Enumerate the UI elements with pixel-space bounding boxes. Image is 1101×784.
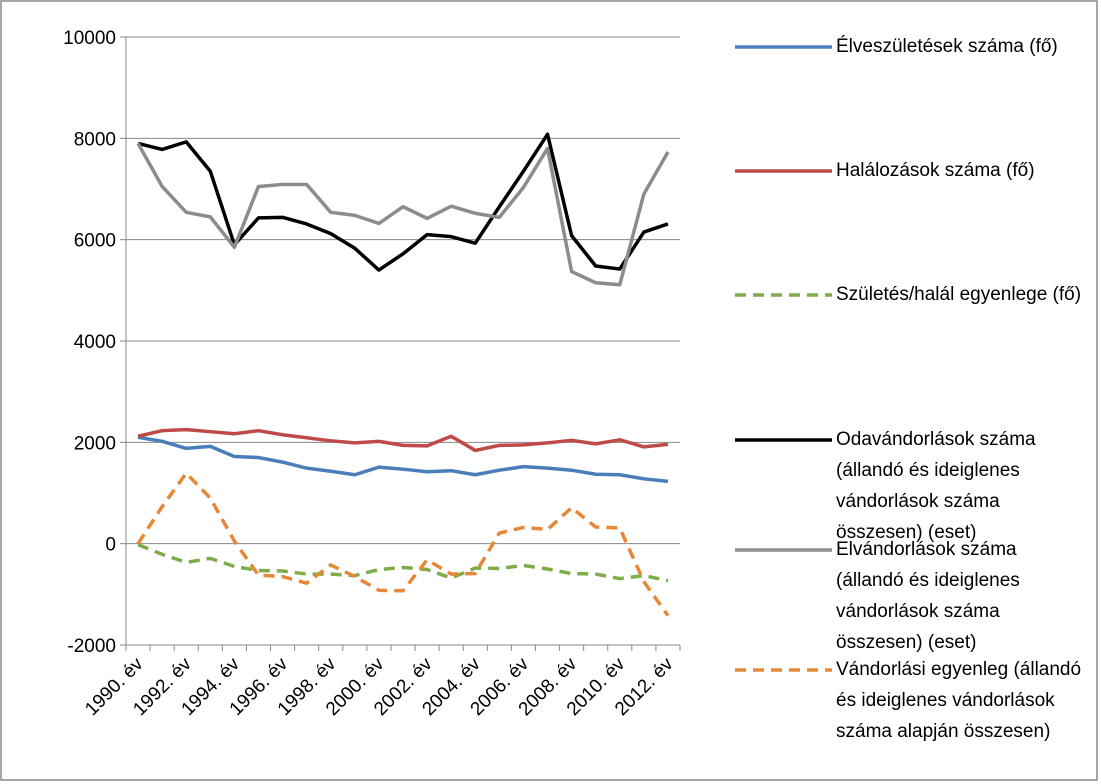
legend-label: Vándorlási egyenleg (állandó és ideiglen…	[836, 659, 1082, 742]
y-tick-label: -2000	[67, 636, 116, 657]
series-line	[137, 435, 669, 484]
y-tick-label: 2000	[74, 433, 116, 454]
y-tick-label: 8000	[74, 129, 116, 150]
y-tick-label: 4000	[74, 332, 116, 353]
legend-label: Születés/halál egyenlege (fő)	[836, 284, 1082, 305]
y-tick-label: 6000	[74, 231, 116, 252]
series-line	[137, 132, 669, 272]
legend-label: Halálozások száma (fő)	[836, 160, 1035, 181]
series-line	[137, 427, 669, 453]
legend-label: Élveszületések száma (fő)	[836, 36, 1058, 57]
series-line	[137, 543, 669, 583]
legend-label: Elvándorlások száma (állandó és ideiglen…	[836, 539, 1020, 653]
y-tick-label: 0	[105, 535, 116, 556]
y-tick-label: 10000	[63, 28, 116, 49]
series-line	[136, 142, 670, 287]
legend-label: Odavándorlások száma (állandó és ideigle…	[836, 429, 1036, 543]
series-line	[136, 471, 670, 617]
